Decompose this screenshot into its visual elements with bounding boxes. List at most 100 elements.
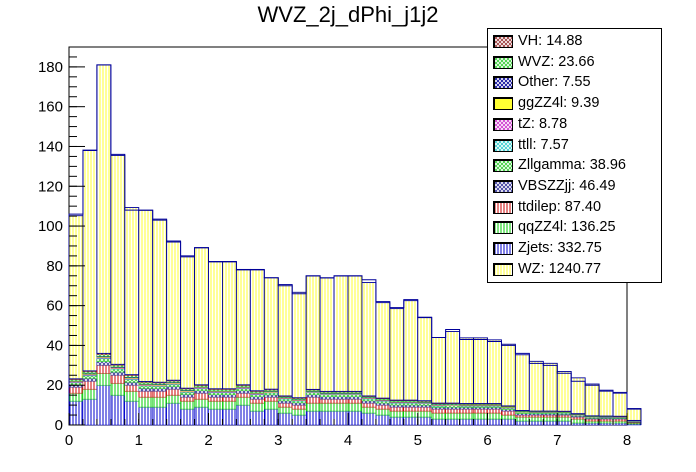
bar-vbszzjj-bin-15 [278,400,293,404]
bar-zjets-bin-21 [361,412,377,426]
bar-qqzz4l-bin-37 [584,420,600,424]
bar-zjets-bin-30 [487,418,502,426]
bar-wz-bin-37 [584,383,600,417]
bar-zjets-bin-22 [375,414,391,426]
bar-ttdilep-bin-15 [278,402,293,408]
bar-ttdilep-bin-11 [222,396,237,402]
bar-zjets-bin-6 [152,406,167,426]
legend-entry-other: Other: 7.55 [488,73,663,94]
bar-wz-bin-28 [459,337,475,404]
bar-zllgamma-bin-14 [264,392,279,396]
bar-qqzz4l-bin-16 [291,408,307,416]
bar-zllgamma-bin-15 [278,398,293,402]
bar-qqzz4l-bin-7 [166,394,181,404]
bar-ttdilep-bin-22 [375,404,391,410]
bar-ttdilep-bin-17 [305,396,321,404]
bar-wz-bin-29 [473,337,488,404]
bar-vbszzjj-bin-13 [250,396,265,400]
x-tick-label: 0 [65,432,73,449]
bar-qqzz4l-bin-13 [250,402,265,412]
legend-swatch-fill [494,56,512,68]
legend-label: VH: 14.88 [518,33,583,49]
legend-swatch [493,97,513,111]
bar-ttdilep-bin-18 [319,398,335,404]
bar-wz-bin-11 [221,261,237,390]
bar-qqzz4l-bin-39 [612,420,628,424]
bar-zjets-bin-4 [124,400,140,426]
bar-wz-bin-40 [626,408,642,421]
legend-label: qqZZ4l: 136.25 [518,219,616,236]
bar-qqzz4l-bin-3 [110,382,126,396]
bar-wz-bin-4 [124,207,140,376]
y-tick-label: 40 [46,337,63,354]
bar-zjets-bin-33 [529,420,544,426]
bar-qqzz4l-bin-34 [543,416,558,422]
bar-qqzz4l-bin-18 [319,402,335,412]
bar-ttdilep-bin-10 [208,396,223,402]
bar-wz-bin-25 [417,316,433,402]
bar-wz-bin-30 [487,339,502,404]
legend-entry-zllgamma: Zllgamma: 38.96 [488,156,663,177]
bar-vbszzjj-bin-11 [222,394,237,398]
bar-vbszzjj-bin-24 [403,404,418,408]
bar-ttdilep-bin-23 [389,406,405,412]
bar-ttdilep-bin-33 [529,414,544,418]
bar-ttdilep-bin-3 [110,375,126,384]
legend-swatch-fill [494,243,512,254]
bar-wz-bin-3 [110,154,126,365]
bar-wz-bin-8 [180,256,196,389]
bar-ttdilep-bin-8 [180,396,195,402]
bar-wz-bin-35 [556,371,572,412]
bar-zjets-bin-19 [333,410,349,426]
bar-zjets-bin-3 [110,394,126,426]
x-tick-label: 4 [344,432,352,449]
bar-wz-bin-23 [389,308,405,401]
bar-zjets-bin-9 [194,406,209,426]
legend: VH: 14.88 WVZ: 23.66 Other: 7.55 ggZZ4l: 9.… [487,28,662,283]
bar-wz-bin-39 [612,391,628,417]
legend-swatch-fill [494,201,512,213]
bar-zjets-bin-25 [417,416,432,426]
bar-zjets-bin-34 [543,420,558,426]
bar-qqzz4l-bin-20 [347,402,363,412]
legend-swatch-fill [494,118,512,130]
legend-swatch [493,242,513,255]
bar-qqzz4l-bin-33 [529,416,544,422]
bar-wz-bin-19 [333,275,349,392]
bar-wz-bin-24 [403,300,419,401]
bar-qqzz4l-bin-31 [501,414,516,420]
bar-ttdilep-bin-24 [403,406,418,412]
bar-vbszzjj-bin-3 [110,371,126,376]
bar-qqzz4l-bin-10 [208,400,223,410]
bar-zllgamma-bin-18 [319,394,335,397]
legend-swatch-fill [494,139,512,151]
y-tick-label: 140 [38,138,63,155]
bar-zjets-bin-24 [403,416,418,426]
bar-zjets-bin-1 [82,398,98,426]
bar-zllgamma-bin-7 [166,384,181,387]
x-tick-label: 8 [623,432,631,449]
legend-entry-zjets: Zjets: 332.75 [488,239,663,260]
bar-zllgamma-bin-19 [333,394,349,397]
bar-zjets-bin-11 [222,408,237,426]
bar-ttdilep-bin-29 [473,408,488,414]
legend-swatch [493,159,513,173]
bar-qqzz4l-bin-25 [417,410,432,418]
bar-wz-bin-6 [152,218,168,383]
legend-label: tZ: 8.78 [518,115,568,132]
bar-vbszzjj-bin-5 [138,388,153,392]
x-tick-label: 5 [414,432,422,449]
bar-zllgamma-bin-17 [305,392,321,396]
bar-zjets-bin-28 [459,418,474,426]
x-tick-label: 6 [483,432,491,449]
bar-zjets-bin-13 [250,410,265,426]
bar-vbszzjj-bin-27 [445,407,460,410]
legend-entry-vh: VH: 14.88 [488,32,663,53]
bar-zjets-bin-39 [612,422,628,426]
legend-swatch [493,76,513,90]
bar-wz-bin-12 [235,268,251,386]
bar-zjets-bin-12 [236,404,251,426]
bar-qqzz4l-bin-38 [598,420,614,424]
bar-zllgamma-bin-6 [152,386,167,389]
